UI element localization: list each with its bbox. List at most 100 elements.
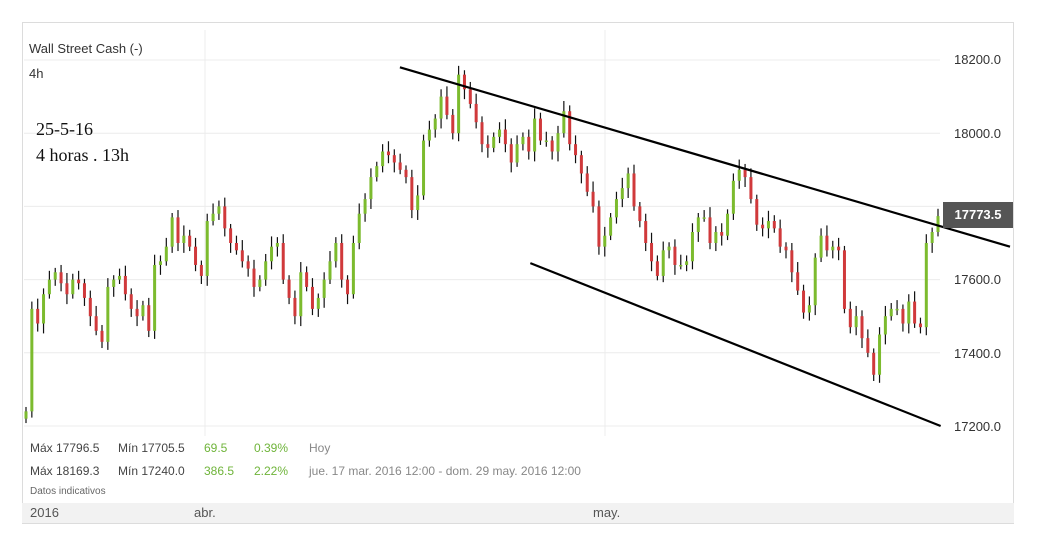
ohlc-bar xyxy=(194,237,198,272)
bar-body xyxy=(918,323,922,328)
ohlc-bar xyxy=(462,70,466,100)
range-change: 386.5 xyxy=(204,464,235,478)
ohlc-bar xyxy=(521,132,525,151)
ohlc-bar xyxy=(164,237,168,266)
ohlc-bar xyxy=(591,181,595,213)
ohlc-bar xyxy=(88,290,92,327)
ohlc-bar xyxy=(550,136,554,160)
ohlc-bar xyxy=(176,210,180,252)
ohlc-bar xyxy=(895,300,899,316)
bar-body xyxy=(234,243,238,251)
ohlc-bar xyxy=(650,232,654,272)
x-axis-bar xyxy=(22,503,1014,523)
ohlc-bar xyxy=(802,284,806,319)
bar-body xyxy=(907,301,911,324)
ohlc-bar xyxy=(907,294,911,334)
bar-body xyxy=(369,177,373,200)
bar-body xyxy=(936,216,940,233)
bar-body xyxy=(667,246,671,251)
bar-body xyxy=(375,166,379,178)
bar-body xyxy=(182,235,186,243)
ohlc-bar xyxy=(772,215,776,233)
ohlc-bar xyxy=(726,209,730,241)
bar-body xyxy=(538,118,542,141)
ohlc-bar xyxy=(889,303,893,321)
bar-body xyxy=(164,246,168,262)
ohlc-bar xyxy=(106,278,110,350)
bar-body xyxy=(211,213,215,222)
ohlc-bar xyxy=(77,270,81,290)
bar-body xyxy=(42,294,46,324)
ohlc-bar xyxy=(65,273,69,305)
bar-body xyxy=(422,140,426,196)
ohlc-bar xyxy=(100,324,104,349)
bar-body xyxy=(614,199,618,218)
bar-body xyxy=(468,89,472,104)
bar-body xyxy=(439,96,443,119)
bar-body xyxy=(527,136,531,152)
ohlc-bar xyxy=(386,141,390,164)
bar-body xyxy=(217,206,221,214)
bar-body xyxy=(737,169,741,181)
bar-body xyxy=(188,235,192,247)
bar-body xyxy=(229,228,233,243)
ohlc-bar xyxy=(913,291,917,328)
ohlc-bars xyxy=(24,65,940,424)
bar-body xyxy=(71,279,75,295)
ohlc-bar xyxy=(872,348,876,381)
ohlc-bar xyxy=(661,241,665,283)
ohlc-bar xyxy=(620,177,624,208)
bar-body xyxy=(609,217,613,236)
bar-body xyxy=(895,308,899,311)
bar-body xyxy=(901,308,905,324)
ohlc-bar xyxy=(264,253,268,286)
ohlc-bar xyxy=(258,275,262,292)
ohlc-bar xyxy=(305,266,309,292)
bar-body xyxy=(848,308,852,328)
bar-body xyxy=(65,283,69,295)
x-tick-label: abr. xyxy=(194,505,216,520)
bar-body xyxy=(398,162,402,170)
ohlc-bar xyxy=(527,129,531,160)
bar-body xyxy=(807,305,811,313)
bar-body xyxy=(661,250,665,276)
ohlc-bar xyxy=(410,169,414,219)
ohlc-bar xyxy=(813,253,817,316)
ohlc-bar xyxy=(223,197,227,237)
ohlc-bar xyxy=(158,255,162,275)
ohlc-bar xyxy=(878,327,882,383)
bar-body xyxy=(761,224,765,229)
ohlc-bar xyxy=(416,185,420,220)
bar-body xyxy=(685,261,689,265)
ohlc-bar xyxy=(568,105,572,151)
ohlc-bar xyxy=(574,135,578,164)
ohlc-bar xyxy=(457,65,461,142)
ohlc-bar xyxy=(784,242,788,259)
ohlc-bar xyxy=(47,270,51,299)
bar-body xyxy=(825,235,829,251)
bar-body xyxy=(679,264,683,267)
bar-body xyxy=(88,297,92,317)
bar-body xyxy=(410,177,414,211)
bar-body xyxy=(141,305,145,317)
ohlc-bar xyxy=(655,255,659,281)
y-tick-label: 18200.0 xyxy=(954,52,1001,67)
trendline-upper xyxy=(399,66,1011,248)
bar-body xyxy=(498,129,502,137)
ohlc-bar xyxy=(614,191,618,224)
ohlc-bar xyxy=(293,290,297,325)
ohlc-bar xyxy=(346,275,350,305)
bar-body xyxy=(591,191,595,207)
bar-body xyxy=(30,308,34,412)
ohlc-bar xyxy=(439,89,443,129)
bar-body xyxy=(118,275,122,280)
timeframe-label[interactable]: 4h xyxy=(29,66,44,81)
bar-body xyxy=(714,232,718,243)
ohlc-bar xyxy=(644,213,648,252)
bar-body xyxy=(562,111,566,134)
ohlc-bar xyxy=(363,193,367,222)
bar-body xyxy=(123,275,127,295)
ohlc-bar xyxy=(135,300,139,327)
ohlc-bar xyxy=(936,208,940,237)
bar-body xyxy=(883,316,887,335)
